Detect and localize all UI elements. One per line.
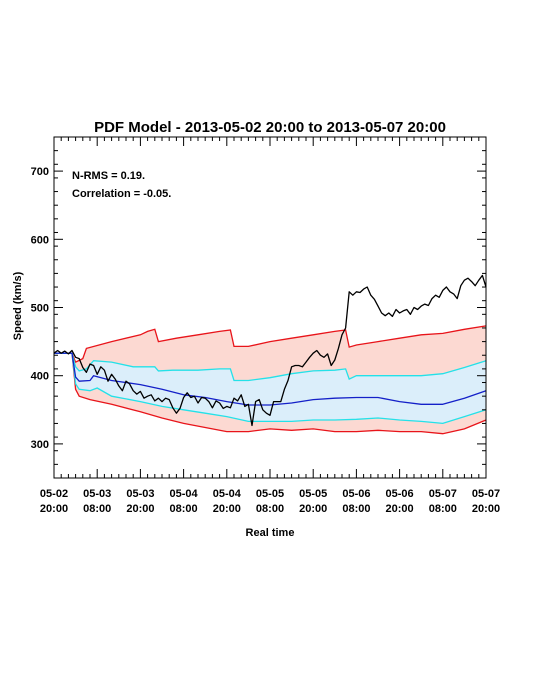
x-tick-label-time: 20:00 [213, 503, 241, 515]
x-tick-label-date: 05-04 [170, 488, 199, 500]
x-tick-label-time: 08:00 [429, 503, 457, 515]
band-inner-upper-line [54, 352, 487, 382]
y-tick-label: 300 [31, 439, 49, 451]
nrms-annotation: N-RMS = 0.19. [72, 170, 145, 182]
y-tick-label: 400 [31, 371, 49, 383]
x-tick-label-date: 05-05 [256, 488, 284, 500]
bands-layer [54, 325, 487, 435]
series-observed-line [53, 274, 487, 427]
x-tick-label-time: 20:00 [40, 503, 68, 515]
x-tick-label-time: 08:00 [256, 503, 284, 515]
x-tick-label-date: 05-05 [299, 488, 327, 500]
band-outer-upper-line [54, 325, 487, 363]
y-tick-label: 600 [31, 234, 49, 246]
x-tick-label-time: 08:00 [83, 503, 111, 515]
y-tick-label: 500 [31, 303, 49, 315]
x-tick-label-date: 05-07 [429, 488, 457, 500]
y-axis-label: Speed (km/s) [12, 271, 24, 340]
correlation-annotation: Correlation = -0.05. [72, 188, 171, 200]
plot-area: 300 400 500 600 700 05-02 20:00 05-03 08:00 05-03… [31, 136, 500, 515]
x-tick-label-date: 05-02 [40, 488, 68, 500]
x-tick-label-time: 08:00 [170, 503, 198, 515]
series-layer [53, 274, 487, 427]
x-tick-label-time: 08:00 [342, 503, 370, 515]
ticks-layer: 300 400 500 600 700 05-02 20:00 05-03 08:00 05-03… [31, 136, 500, 515]
x-tick-label-time: 20:00 [126, 503, 154, 515]
band-outer-lower-line [54, 352, 487, 435]
series-median-line [54, 352, 487, 406]
y-tick-label: 700 [31, 166, 49, 178]
x-tick-label-time: 20:00 [386, 503, 414, 515]
x-tick-label-date: 05-03 [83, 488, 111, 500]
x-tick-label-date: 05-04 [213, 488, 242, 500]
chart-title: PDF Model - 2013-05-02 20:00 to 2013-05-… [94, 119, 446, 136]
x-tick-label-date: 05-06 [386, 488, 414, 500]
x-tick-label-date: 05-07 [472, 488, 500, 500]
x-tick-label-time: 20:00 [472, 503, 500, 515]
x-axis-label: Real time [246, 527, 295, 539]
x-tick-label-date: 05-06 [342, 488, 370, 500]
x-tick-label-time: 20:00 [299, 503, 327, 515]
x-tick-label-date: 05-03 [126, 488, 154, 500]
band-inner-lower-line [54, 352, 487, 425]
